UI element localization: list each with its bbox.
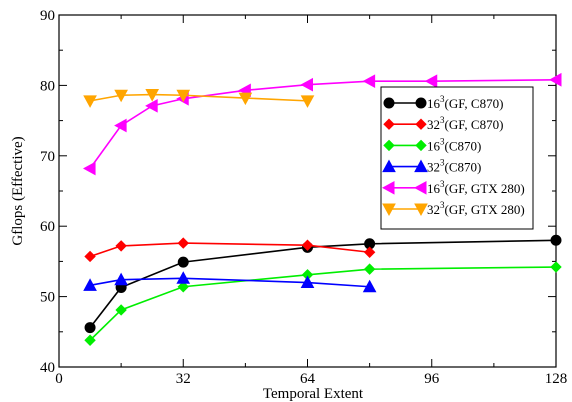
- legend-entry: 323(GF, GTX 280): [382, 200, 525, 217]
- data-point: [145, 98, 158, 113]
- data-point: [301, 239, 314, 251]
- data-point: [177, 281, 189, 293]
- y-tick-label: 70: [40, 149, 55, 165]
- y-tick-label: 40: [40, 360, 55, 376]
- legend-label: 163(C870): [427, 136, 481, 153]
- legend-marker: [383, 97, 395, 109]
- legend-marker: [383, 139, 395, 152]
- data-point: [362, 279, 377, 293]
- data-point: [83, 95, 97, 108]
- y-tick-label: 80: [40, 78, 55, 94]
- y-tick-label: 90: [40, 8, 55, 24]
- data-point: [84, 322, 96, 334]
- series-layer: [83, 72, 562, 346]
- legend-marker: [414, 203, 428, 217]
- legend-marker: [381, 180, 395, 195]
- data-point: [83, 161, 96, 176]
- data-point: [114, 89, 128, 103]
- legend-label: 323(C870): [427, 158, 481, 175]
- data-point: [84, 250, 96, 263]
- data-point: [84, 334, 96, 346]
- legend-box: [380, 86, 534, 230]
- series-1: [84, 234, 562, 334]
- series-2: [84, 237, 376, 263]
- data-point: [300, 77, 313, 92]
- x-tick-label: 32: [176, 371, 191, 387]
- legend: 163(GF, C870) 323(GF, C870) 163(C870) 323(C…: [380, 86, 534, 230]
- data-point: [176, 271, 191, 284]
- data-point: [363, 263, 376, 275]
- legend-entry: 163(GF, C870): [383, 94, 503, 111]
- legend-entry: 323(C870): [382, 158, 481, 175]
- data-point: [177, 237, 189, 249]
- series-6: [83, 89, 315, 108]
- data-point: [550, 234, 562, 246]
- data-point: [363, 246, 376, 258]
- x-axis-title: Temporal Extent: [263, 386, 364, 402]
- x-tick-label: 0: [55, 371, 63, 387]
- data-point: [177, 256, 189, 268]
- series-4: [83, 271, 377, 293]
- legend-marker: [415, 97, 427, 109]
- legend-label: 163(GF, C870): [427, 94, 503, 111]
- data-point: [300, 275, 315, 289]
- series-line: [89, 242, 370, 258]
- y-tick-label: 50: [40, 290, 55, 306]
- data-point: [115, 240, 127, 252]
- legend-marker: [383, 118, 395, 130]
- legend-marker: [382, 159, 396, 173]
- legend-label: 323(GF, C870): [427, 115, 503, 132]
- series-3: [84, 261, 562, 346]
- legend-marker: [415, 139, 427, 152]
- y-axis-title: Gflops (Effective): [10, 136, 26, 245]
- series-5: [83, 72, 562, 176]
- x-tick-label: 64: [300, 371, 316, 387]
- data-point: [145, 89, 160, 102]
- series-line: [89, 266, 557, 341]
- legend-marker: [382, 203, 396, 217]
- data-point: [114, 118, 127, 133]
- data-point: [115, 304, 127, 316]
- legend-entry: 323(GF, C870): [383, 115, 503, 132]
- legend-entry: 163(C870): [383, 136, 481, 153]
- data-point: [238, 92, 253, 106]
- series-line: [89, 239, 557, 329]
- data-point: [83, 278, 97, 291]
- x-tick-label: 128: [545, 371, 568, 387]
- data-point: [550, 261, 562, 273]
- y-tick-label: 60: [40, 219, 55, 235]
- data-point: [300, 95, 315, 108]
- legend-label: 323(GF, GTX 280): [427, 200, 525, 217]
- legend-marker: [415, 118, 427, 130]
- x-tick-label: 96: [424, 371, 440, 387]
- legend-entry: 163(GF, GTX 280): [381, 179, 525, 196]
- data-point: [114, 272, 128, 286]
- data-point: [424, 74, 438, 89]
- legend-marker: [413, 180, 427, 195]
- data-point: [176, 89, 191, 103]
- legend-label: 163(GF, GTX 280): [427, 179, 525, 196]
- data-point: [362, 74, 376, 89]
- axes: 0 32 64 96 128 40 50 60 70 80 90: [40, 8, 567, 387]
- series-line: [89, 93, 308, 102]
- data-point: [548, 72, 562, 87]
- legend-marker: [414, 159, 428, 173]
